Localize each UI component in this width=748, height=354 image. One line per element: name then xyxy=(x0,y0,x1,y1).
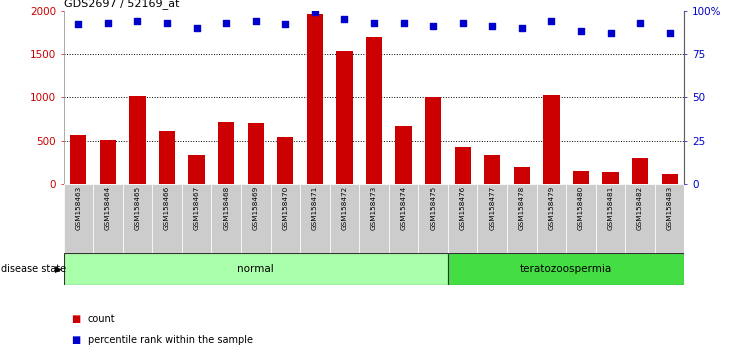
FancyBboxPatch shape xyxy=(212,184,241,253)
FancyBboxPatch shape xyxy=(330,184,359,253)
Text: GSM158465: GSM158465 xyxy=(135,186,141,230)
Text: GSM158482: GSM158482 xyxy=(637,186,643,230)
Bar xyxy=(278,137,293,184)
FancyBboxPatch shape xyxy=(182,184,212,253)
Text: ■: ■ xyxy=(71,335,80,345)
Text: GSM158479: GSM158479 xyxy=(548,186,554,230)
Point xyxy=(398,20,410,25)
Text: GDS2697 / 52169_at: GDS2697 / 52169_at xyxy=(64,0,179,9)
Point xyxy=(338,16,350,22)
Text: GSM158469: GSM158469 xyxy=(253,186,259,230)
Text: GSM158476: GSM158476 xyxy=(460,186,466,230)
Point xyxy=(191,25,203,31)
FancyBboxPatch shape xyxy=(64,184,94,253)
Text: teratozoospermia: teratozoospermia xyxy=(520,264,613,274)
FancyBboxPatch shape xyxy=(477,184,507,253)
FancyBboxPatch shape xyxy=(359,184,389,253)
Text: GSM158468: GSM158468 xyxy=(223,186,229,230)
FancyBboxPatch shape xyxy=(241,184,271,253)
Point xyxy=(132,18,144,24)
FancyBboxPatch shape xyxy=(123,184,153,253)
Bar xyxy=(366,37,382,184)
Bar xyxy=(99,140,116,184)
Text: GSM158474: GSM158474 xyxy=(401,186,407,230)
Bar xyxy=(602,171,619,184)
Bar xyxy=(573,171,589,184)
FancyBboxPatch shape xyxy=(94,184,123,253)
Text: GSM158470: GSM158470 xyxy=(282,186,288,230)
Text: count: count xyxy=(88,314,115,324)
Text: GSM158478: GSM158478 xyxy=(519,186,525,230)
FancyBboxPatch shape xyxy=(566,184,595,253)
Point xyxy=(73,22,85,27)
Text: GSM158483: GSM158483 xyxy=(666,186,672,230)
Text: GSM158464: GSM158464 xyxy=(105,186,111,230)
Text: GSM158481: GSM158481 xyxy=(607,186,613,230)
Text: GSM158463: GSM158463 xyxy=(76,186,82,230)
FancyBboxPatch shape xyxy=(595,184,625,253)
Bar xyxy=(543,95,560,184)
Bar xyxy=(632,159,649,184)
Bar xyxy=(129,96,146,184)
Text: GSM158477: GSM158477 xyxy=(489,186,495,230)
Point xyxy=(457,20,469,25)
Point xyxy=(279,22,291,27)
Point xyxy=(486,23,498,29)
FancyBboxPatch shape xyxy=(389,184,418,253)
Point xyxy=(427,23,439,29)
Point xyxy=(604,30,616,36)
FancyBboxPatch shape xyxy=(271,184,300,253)
Point xyxy=(545,18,557,24)
Text: GSM158467: GSM158467 xyxy=(194,186,200,230)
Point xyxy=(161,20,173,25)
Text: GSM158475: GSM158475 xyxy=(430,186,436,230)
Text: GSM158466: GSM158466 xyxy=(164,186,170,230)
Text: GSM158480: GSM158480 xyxy=(578,186,584,230)
FancyBboxPatch shape xyxy=(507,184,536,253)
Bar xyxy=(661,174,678,184)
Bar xyxy=(484,155,500,184)
Bar xyxy=(159,131,175,184)
Text: GSM158471: GSM158471 xyxy=(312,186,318,230)
Text: ▶: ▶ xyxy=(55,264,62,274)
Bar xyxy=(425,97,441,184)
Bar xyxy=(64,253,448,285)
Point xyxy=(516,25,528,31)
Text: GSM158472: GSM158472 xyxy=(341,186,347,230)
Point xyxy=(250,18,262,24)
Bar xyxy=(248,122,264,184)
Bar xyxy=(448,253,684,285)
Text: GSM158473: GSM158473 xyxy=(371,186,377,230)
FancyBboxPatch shape xyxy=(418,184,448,253)
Point xyxy=(220,20,232,25)
FancyBboxPatch shape xyxy=(654,184,684,253)
FancyBboxPatch shape xyxy=(536,184,566,253)
Text: disease state: disease state xyxy=(1,264,66,274)
Point xyxy=(575,29,587,34)
Bar xyxy=(218,122,234,184)
FancyBboxPatch shape xyxy=(625,184,654,253)
Text: ■: ■ xyxy=(71,314,80,324)
FancyBboxPatch shape xyxy=(448,184,477,253)
Bar xyxy=(337,51,352,184)
Bar xyxy=(307,14,323,184)
Bar xyxy=(455,147,470,184)
Text: normal: normal xyxy=(237,264,274,274)
Point xyxy=(102,20,114,25)
Point xyxy=(634,20,646,25)
Bar xyxy=(396,126,411,184)
Text: percentile rank within the sample: percentile rank within the sample xyxy=(88,335,253,345)
Bar xyxy=(514,167,530,184)
Point xyxy=(663,30,675,36)
Bar xyxy=(70,135,87,184)
FancyBboxPatch shape xyxy=(153,184,182,253)
FancyBboxPatch shape xyxy=(300,184,330,253)
Bar xyxy=(188,155,205,184)
Point xyxy=(309,10,321,15)
Point xyxy=(368,20,380,25)
